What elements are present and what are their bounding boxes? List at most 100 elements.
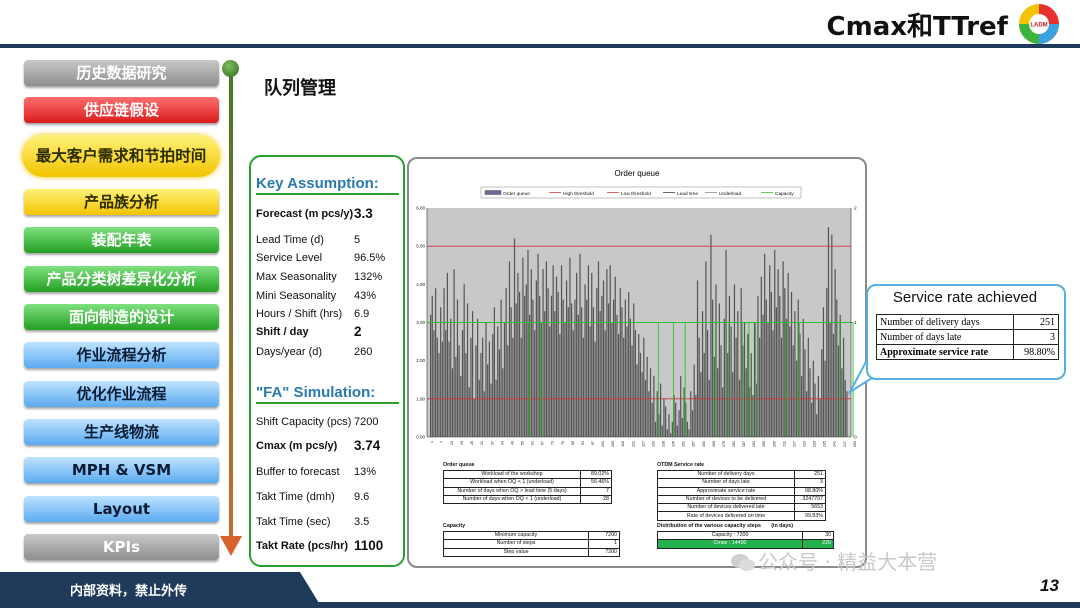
chart-bar	[797, 299, 799, 437]
chart-bar	[612, 299, 615, 437]
distribution-caption-text: Distribution of the various capacity ste…	[657, 523, 761, 529]
x-tick-label: 187	[742, 441, 746, 447]
x-tick-label: 211	[782, 441, 786, 447]
y-tick-label: 5.00	[416, 244, 425, 249]
chart-bar	[542, 269, 544, 437]
chart-bar	[678, 410, 680, 437]
chart-bar	[842, 337, 845, 437]
chart-bar	[609, 265, 611, 437]
x-tick-label: 145	[672, 441, 676, 447]
table-value: 99.83%	[794, 511, 826, 521]
chart-bar	[614, 276, 616, 437]
sidebar-item-history[interactable]: 历史数据研究	[24, 60, 219, 86]
chart-bar	[827, 227, 830, 437]
chart-bar	[790, 291, 793, 437]
chart-bar	[698, 337, 700, 437]
chart-bar	[817, 375, 819, 437]
table-label: Number of devices delivered late	[657, 503, 795, 513]
assumption-value: 260	[354, 346, 373, 358]
chart-bar	[601, 295, 603, 437]
chart-bar	[607, 303, 610, 437]
x-tick-label: 151	[682, 441, 686, 447]
chart-bar	[631, 345, 633, 437]
sidebar-item-max-demand-takt[interactable]: 最大客户需求和节拍时间	[22, 135, 220, 177]
chart-bar	[816, 414, 818, 437]
sidebar-item-kpis[interactable]: KPIs	[24, 534, 219, 560]
chart-bar	[723, 318, 725, 437]
chart-bar	[663, 398, 665, 437]
chart-bar	[626, 326, 628, 437]
sidebar-item-layout[interactable]: Layout	[24, 496, 219, 522]
chart-bar	[503, 322, 506, 437]
chart-bar	[581, 307, 583, 437]
chart-bar	[745, 368, 747, 437]
chart-bar	[562, 299, 564, 437]
chart-bar	[529, 314, 531, 437]
x-tick-label: 13	[450, 441, 454, 445]
chart-bar	[653, 375, 655, 437]
chart-bar	[732, 372, 734, 437]
table-value: 89.02%	[580, 469, 612, 480]
legend-label: High threshold	[563, 191, 594, 197]
chart-bar	[443, 288, 445, 437]
chart-bar	[518, 291, 521, 437]
sidebar-item-process-analysis[interactable]: 作业流程分析	[24, 342, 219, 368]
chart-bar	[505, 288, 507, 437]
x-tick-label: 19	[460, 441, 464, 445]
chart-bar	[752, 395, 754, 437]
chart-bar	[584, 284, 586, 437]
sidebar-item-tree-diff[interactable]: 产品分类树差异化分析	[24, 266, 219, 292]
sidebar-item-dfm[interactable]: 面向制造的设计	[24, 304, 219, 330]
chart-bar	[666, 429, 668, 437]
sidebar-item-assembly-chronology[interactable]: 装配年表	[24, 227, 219, 253]
legend-label: Underload	[719, 191, 741, 197]
x-tick-label: 139	[662, 441, 666, 447]
chart-bar	[743, 322, 746, 437]
chart-bar	[755, 383, 757, 437]
capacity-step	[657, 322, 674, 437]
table-label: Approximate service rate	[657, 486, 795, 496]
chart-bar	[465, 353, 467, 437]
assumption-value: 5	[354, 234, 361, 246]
x-tick-label: 37	[490, 441, 494, 445]
chart-bar	[730, 326, 732, 437]
chart-bar	[524, 295, 526, 437]
sidebar-item-product-family[interactable]: 产品族分析	[24, 189, 219, 215]
chart-bar	[725, 249, 727, 437]
chart-bar	[490, 383, 492, 437]
sidebar-item-process-optimize[interactable]: 优化作业流程	[24, 381, 219, 407]
chart-bar	[586, 299, 588, 437]
chart-bar	[453, 269, 455, 437]
chart-bar	[822, 307, 825, 437]
x-tick-label: 205	[772, 441, 776, 447]
sidebar-item-mph-vsm[interactable]: MPH & VSM	[24, 457, 219, 483]
chart-bar	[738, 379, 741, 437]
chart-bar	[448, 341, 450, 437]
chart-bar	[510, 307, 512, 437]
chart-bar	[668, 414, 670, 437]
table-value: 56.46%	[580, 478, 612, 488]
chart-bar	[686, 421, 689, 437]
x-tick-label: 31	[480, 441, 484, 445]
sidebar-item-supply-chain[interactable]: 供应链假设	[24, 97, 219, 123]
chart-bar	[742, 345, 744, 437]
assumption-panel	[249, 155, 405, 567]
chart-bar	[665, 406, 667, 437]
table-value: 251	[794, 469, 826, 480]
x-tick-label: 25	[470, 441, 474, 445]
chart-bar	[759, 337, 761, 437]
x-tick-label: 127	[641, 441, 645, 447]
chart-bar	[688, 429, 690, 437]
chart-bar	[715, 284, 717, 437]
sidebar-item-line-logistics[interactable]: 生产线物流	[24, 419, 219, 445]
chart-bar	[438, 353, 440, 437]
table-label: Number of days when OQ > lead time (5 da…	[443, 486, 581, 496]
chart-bar	[695, 395, 697, 437]
x-tick-label: 133	[651, 441, 655, 447]
chart-bar	[696, 280, 699, 437]
chart-bar	[700, 372, 702, 437]
chart-bar	[512, 337, 514, 437]
fa-simulation-rule	[256, 402, 399, 404]
chart-bar	[639, 353, 642, 437]
chart-bar	[713, 356, 715, 437]
